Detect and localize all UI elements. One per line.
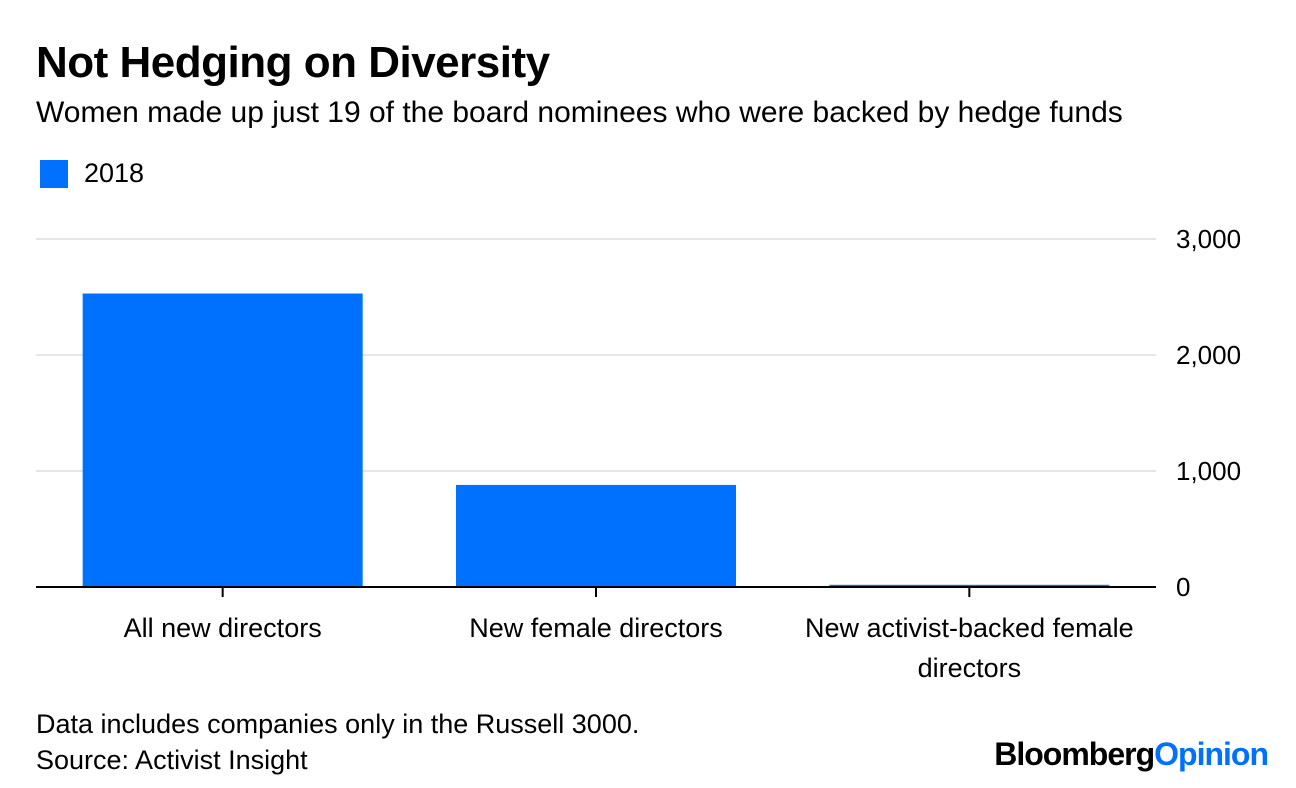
x-tick-label: directors bbox=[918, 653, 1022, 683]
footnote: Data includes companies only in the Russ… bbox=[36, 706, 639, 778]
chart-subtitle: Women made up just 19 of the board nomin… bbox=[36, 96, 1123, 129]
y-tick-label: 1,000 bbox=[1176, 456, 1241, 486]
footnote-source: Source: Activist Insight bbox=[36, 745, 308, 775]
bar bbox=[456, 484, 736, 587]
legend: 2018 bbox=[40, 158, 144, 189]
bar bbox=[829, 584, 1110, 587]
x-tick-label: New activist-backed female bbox=[805, 613, 1134, 643]
legend-swatch bbox=[40, 159, 68, 188]
footnote-note: Data includes companies only in the Russ… bbox=[36, 709, 640, 739]
y-tick-label: 2,000 bbox=[1176, 340, 1241, 370]
x-tick-label: All new directors bbox=[124, 613, 322, 643]
bloomberg-opinion-logo: BloombergOpinion bbox=[994, 736, 1269, 773]
brand-bloomberg: Bloomberg bbox=[994, 736, 1155, 772]
y-tick-label: 3,000 bbox=[1176, 224, 1241, 254]
bar bbox=[82, 293, 363, 587]
y-tick-label: 0 bbox=[1176, 572, 1190, 602]
legend-label: 2018 bbox=[84, 158, 145, 188]
brand-opinion: Opinion bbox=[1154, 736, 1269, 772]
chart-title: Not Hedging on Diversity bbox=[36, 38, 550, 87]
x-tick-label: New female directors bbox=[469, 613, 723, 643]
